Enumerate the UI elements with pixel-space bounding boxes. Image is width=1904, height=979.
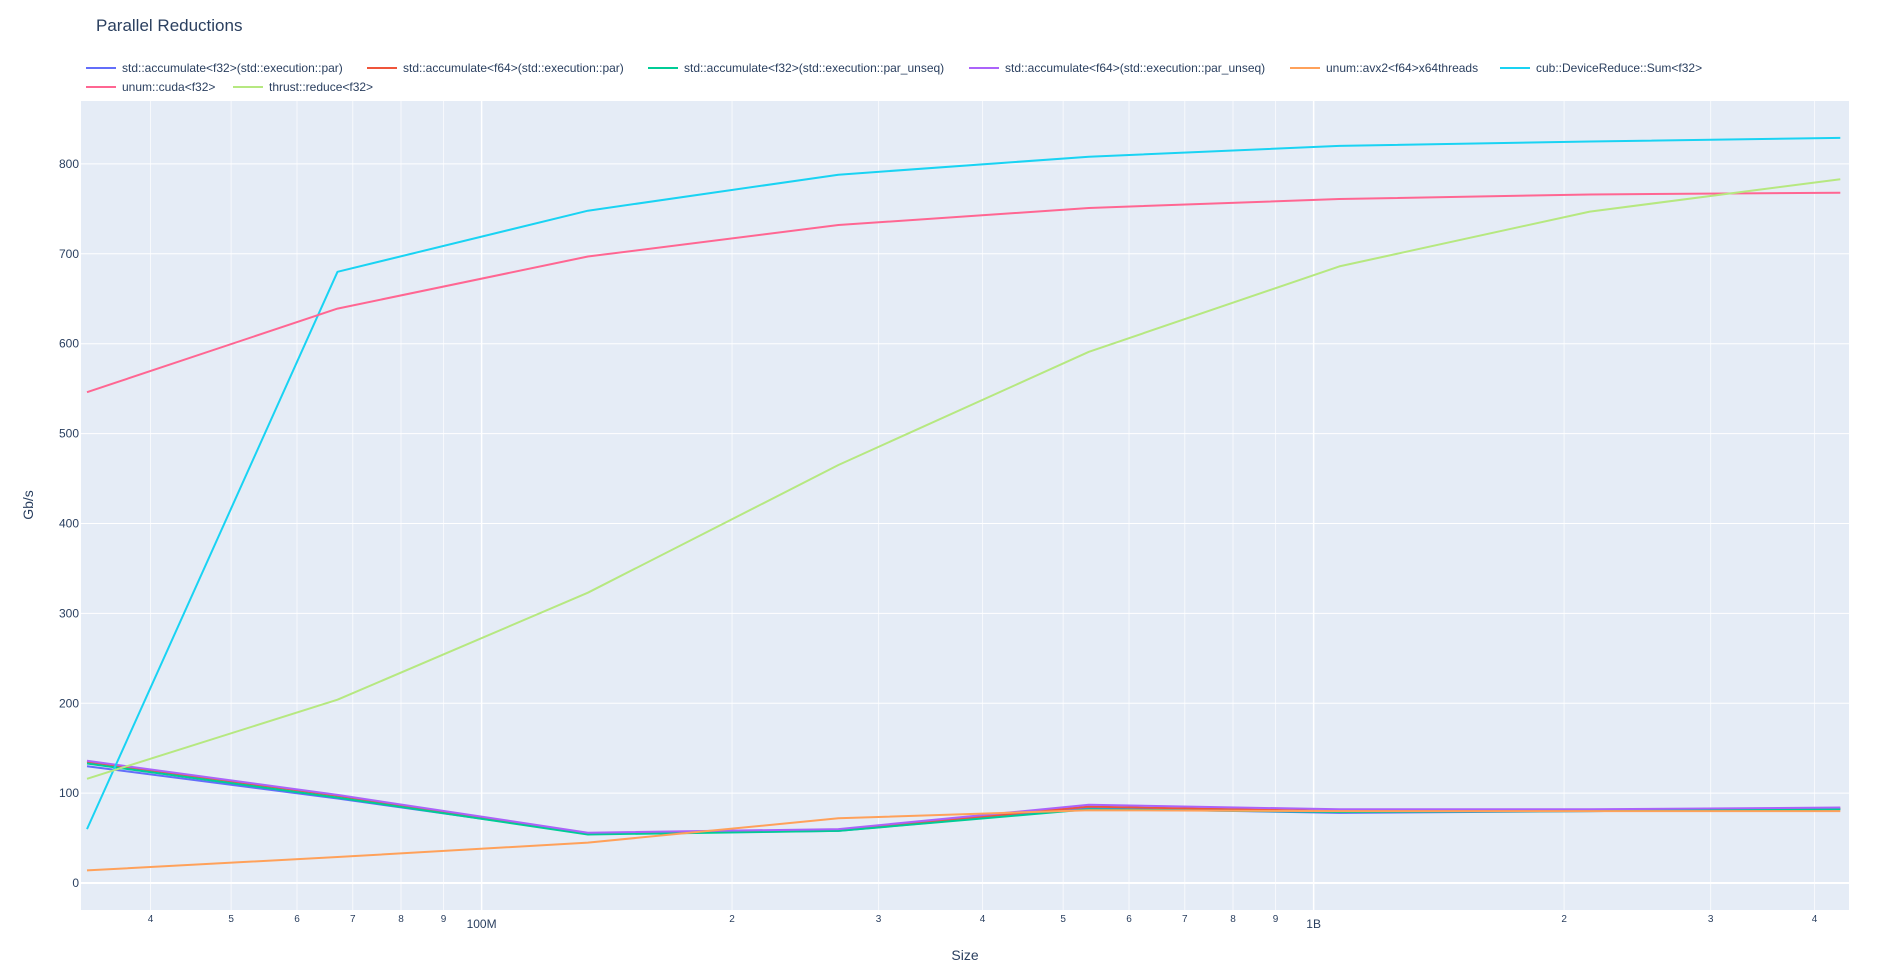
legend-label: thrust::reduce<f32>: [269, 80, 373, 94]
x-minor-tick-label: 4: [1812, 914, 1818, 925]
y-tick-label: 800: [59, 157, 79, 171]
series-line-3[interactable]: [86, 759, 1841, 834]
x-minor-tick-label: 2: [1561, 914, 1567, 925]
x-minor-tick-label: 8: [398, 914, 404, 925]
x-minor-tick-label: 2: [729, 914, 735, 925]
y-tick-label: 500: [59, 427, 79, 441]
legend-label: std::accumulate<f32>(std::execution::par…: [122, 61, 343, 75]
legend-label: unum::cuda<f32>: [122, 80, 215, 94]
grid-lines: [81, 101, 1849, 910]
legend-label: std::accumulate<f32>(std::execution::par…: [684, 61, 944, 75]
series-layer: [86, 136, 1841, 872]
x-minor-tick-label: 5: [228, 914, 234, 925]
chart-title: Parallel Reductions: [96, 16, 242, 35]
x-minor-tick-label: 4: [148, 914, 154, 925]
series-line-5[interactable]: [86, 136, 1841, 830]
y-tick-label: 700: [59, 247, 79, 261]
legend-label: unum::avx2<f64>x64threads: [1326, 61, 1478, 75]
legend-item-4[interactable]: unum::avx2<f64>x64threads: [1290, 61, 1478, 75]
y-axis-title: Gb/s: [20, 490, 36, 520]
legend-item-6[interactable]: unum::cuda<f32>: [86, 80, 215, 94]
y-tick-label: 200: [59, 696, 79, 710]
x-axis-title: Size: [951, 947, 978, 963]
x-minor-tick-label: 3: [1708, 914, 1714, 925]
legend[interactable]: std::accumulate<f32>(std::execution::par…: [86, 61, 1702, 94]
x-minor-tick-label: 9: [441, 914, 447, 925]
x-minor-tick-label: 6: [1126, 914, 1132, 925]
x-minor-tick-label: 3: [876, 914, 882, 925]
x-major-tick-label: 100M: [467, 917, 497, 931]
x-axis-ticks: 4 5 6 7 8 9 2 3 4 5 6 7 8 9 2 3 4 100M 1B: [148, 914, 1818, 931]
legend-item-7[interactable]: thrust::reduce<f32>: [233, 80, 373, 94]
x-minor-tick-label: 7: [350, 914, 356, 925]
x-major-tick-label: 1B: [1306, 917, 1321, 931]
x-minor-tick-label: 9: [1273, 914, 1279, 925]
y-tick-label: 0: [72, 876, 79, 890]
plot-area[interactable]: [81, 101, 1849, 910]
x-minor-tick-label: 4: [980, 914, 986, 925]
legend-item-0[interactable]: std::accumulate<f32>(std::execution::par…: [86, 61, 343, 75]
y-tick-label: 400: [59, 516, 79, 530]
y-axis-ticks: 0 100 200 300 400 500 600 700 800: [59, 157, 79, 890]
legend-label: cub::DeviceReduce::Sum<f32>: [1536, 61, 1702, 75]
series-line-4[interactable]: [86, 809, 1841, 872]
legend-item-3[interactable]: std::accumulate<f64>(std::execution::par…: [969, 61, 1265, 75]
x-minor-tick-label: 7: [1182, 914, 1188, 925]
series-line-7[interactable]: [86, 178, 1841, 780]
x-minor-tick-label: 6: [294, 914, 300, 925]
legend-label: std::accumulate<f64>(std::execution::par…: [403, 61, 624, 75]
y-tick-label: 600: [59, 337, 79, 351]
x-minor-tick-label: 5: [1060, 914, 1066, 925]
legend-item-5[interactable]: cub::DeviceReduce::Sum<f32>: [1500, 61, 1702, 75]
y-tick-label: 100: [59, 786, 79, 800]
y-tick-label: 300: [59, 606, 79, 620]
legend-item-2[interactable]: std::accumulate<f32>(std::execution::par…: [648, 61, 944, 75]
series-line-6[interactable]: [86, 191, 1841, 394]
legend-item-1[interactable]: std::accumulate<f64>(std::execution::par…: [367, 61, 624, 75]
legend-label: std::accumulate<f64>(std::execution::par…: [1005, 61, 1265, 75]
x-minor-tick-label: 8: [1230, 914, 1236, 925]
